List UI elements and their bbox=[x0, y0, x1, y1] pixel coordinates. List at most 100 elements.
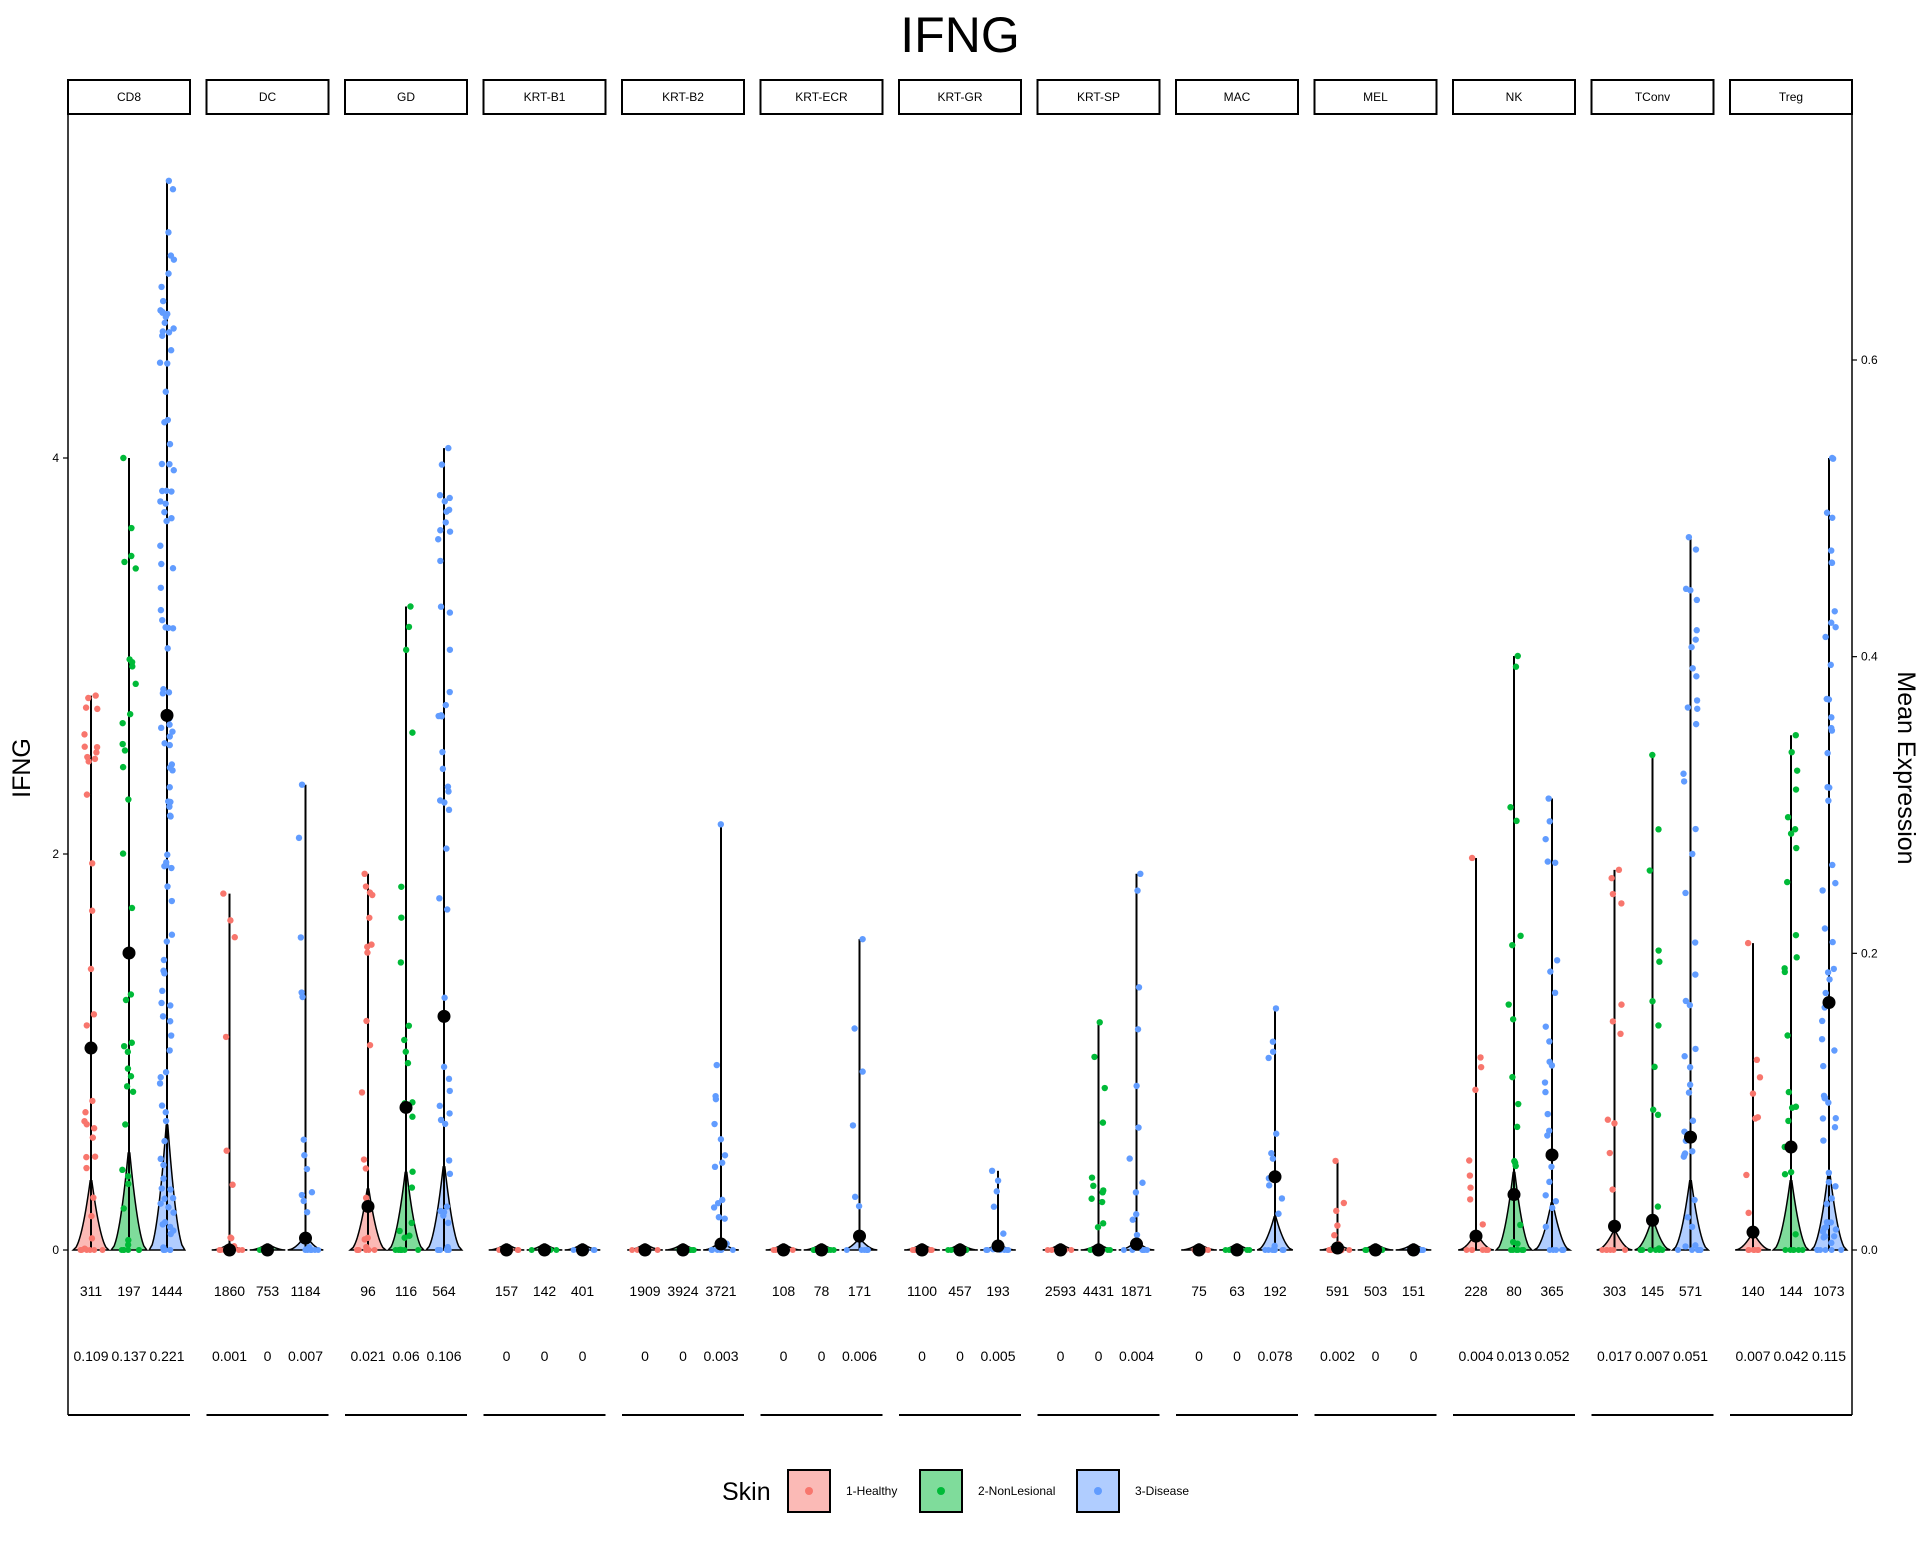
chart-title: IFNG bbox=[900, 7, 1019, 63]
jitter-point bbox=[366, 889, 374, 896]
jitter-point bbox=[1513, 1123, 1521, 1131]
zero-point bbox=[1674, 1247, 1681, 1253]
zero-point bbox=[1104, 1247, 1111, 1253]
cell-count-label: 140 bbox=[1741, 1283, 1765, 1299]
zero-point bbox=[398, 1247, 405, 1253]
jitter-point bbox=[123, 1083, 131, 1090]
jitter-point bbox=[439, 765, 447, 773]
jitter-point bbox=[1133, 1231, 1141, 1239]
jitter-point bbox=[713, 1061, 720, 1069]
jitter-point bbox=[120, 1205, 127, 1212]
zero-point bbox=[770, 1247, 777, 1253]
jitter-point bbox=[1743, 1171, 1750, 1179]
jitter-point bbox=[119, 1166, 126, 1174]
jitter-point bbox=[1793, 954, 1800, 961]
jitter-point bbox=[132, 680, 139, 688]
jitter-point bbox=[128, 524, 135, 532]
jitter-point bbox=[128, 552, 135, 560]
jitter-point bbox=[1646, 867, 1653, 874]
jitter-point bbox=[157, 1200, 164, 1207]
jitter-point bbox=[1546, 1178, 1553, 1186]
jitter-point bbox=[159, 616, 166, 624]
zero-point bbox=[1688, 1247, 1695, 1253]
jitter-point bbox=[1542, 835, 1549, 843]
jitter-point bbox=[122, 1121, 129, 1128]
zero-point bbox=[864, 1247, 871, 1253]
jitter-point bbox=[1552, 859, 1559, 866]
mean-expression-label: 0.004 bbox=[1458, 1348, 1493, 1364]
jitter-point bbox=[1514, 1240, 1521, 1247]
jitter-point bbox=[1781, 965, 1788, 972]
jitter-point bbox=[1819, 887, 1826, 894]
cell-count-label: 3924 bbox=[667, 1283, 698, 1299]
jitter-point bbox=[1268, 1150, 1275, 1157]
jitter-point bbox=[436, 1102, 443, 1110]
jitter-point bbox=[229, 1181, 236, 1188]
jitter-point bbox=[157, 307, 164, 314]
jitter-point bbox=[442, 701, 449, 709]
mean-expression-label: 0.137 bbox=[111, 1348, 146, 1364]
jitter-point bbox=[1785, 1117, 1792, 1125]
jitter-point bbox=[166, 1018, 174, 1025]
facet-panel: MAC 75 0 63 0 192 0.078 bbox=[1175, 79, 1299, 1416]
jitter-point bbox=[1825, 1178, 1833, 1186]
jitter-point bbox=[1828, 1239, 1835, 1247]
jitter-point bbox=[119, 850, 127, 857]
mean-expression-label: 0.078 bbox=[1257, 1348, 1292, 1364]
jitter-point bbox=[297, 934, 305, 941]
mean-point bbox=[1192, 1243, 1206, 1257]
jitter-point bbox=[157, 1074, 164, 1081]
jitter-point bbox=[158, 1102, 166, 1109]
jitter-point bbox=[161, 1195, 168, 1202]
jitter-point bbox=[1467, 1184, 1474, 1191]
zero-point bbox=[1790, 1247, 1797, 1253]
jitter-point bbox=[1685, 534, 1693, 541]
jitter-point bbox=[160, 956, 168, 964]
jitter-point bbox=[132, 565, 139, 572]
jitter-point bbox=[166, 803, 173, 810]
jitter-point bbox=[298, 781, 306, 788]
cell-count-label: 503 bbox=[1364, 1283, 1388, 1299]
jitter-point bbox=[1824, 969, 1832, 976]
mean-expression-label: 0.221 bbox=[149, 1348, 184, 1364]
zero-point bbox=[1463, 1247, 1470, 1253]
mean-expression-label: 0.021 bbox=[350, 1348, 385, 1364]
y-axis-right: 0.0 0.2 0.4 0.6 Mean Expression bbox=[1851, 115, 1920, 1415]
jitter-point bbox=[169, 565, 177, 572]
jitter-point bbox=[1099, 1189, 1106, 1196]
jitter-point bbox=[122, 996, 130, 1004]
jitter-point bbox=[1139, 1179, 1146, 1186]
jitter-point bbox=[164, 416, 172, 424]
jitter-point bbox=[1829, 861, 1836, 869]
facet-panel: NK 228 0.004 80 0.013 365 0.052 bbox=[1452, 79, 1576, 1416]
strip-box bbox=[482, 79, 607, 115]
jitter-point bbox=[1546, 818, 1553, 825]
jitter-point bbox=[366, 914, 373, 921]
jitter-point bbox=[361, 870, 368, 877]
cell-count-label: 78 bbox=[814, 1283, 830, 1299]
zero-point bbox=[948, 1247, 955, 1253]
jitter-point bbox=[162, 1068, 170, 1076]
jitter-point bbox=[1609, 1018, 1617, 1025]
jitter-point bbox=[362, 1194, 370, 1202]
zero-point bbox=[708, 1247, 715, 1253]
jitter-point bbox=[1517, 932, 1524, 940]
mean-expression-label: 0 bbox=[780, 1348, 788, 1364]
mean-expression-label: 0.007 bbox=[1635, 1348, 1670, 1364]
jitter-point bbox=[1477, 1063, 1485, 1071]
jitter-point bbox=[90, 1125, 98, 1132]
jitter-point bbox=[1753, 1056, 1761, 1064]
cell-count-label: 591 bbox=[1326, 1283, 1350, 1299]
jitter-point bbox=[994, 1177, 1002, 1184]
zero-point bbox=[1346, 1247, 1353, 1253]
zero-point bbox=[553, 1247, 560, 1253]
jitter-point bbox=[159, 987, 166, 995]
mean-expression-label: 0 bbox=[679, 1348, 687, 1364]
mean-expression-label: 0 bbox=[956, 1348, 964, 1364]
jitter-point bbox=[120, 1042, 128, 1050]
mean-point bbox=[160, 708, 174, 722]
zero-point bbox=[1838, 1247, 1845, 1253]
jitter-point bbox=[408, 1219, 415, 1227]
jitter-point bbox=[166, 721, 173, 728]
jitter-point bbox=[160, 1161, 167, 1169]
